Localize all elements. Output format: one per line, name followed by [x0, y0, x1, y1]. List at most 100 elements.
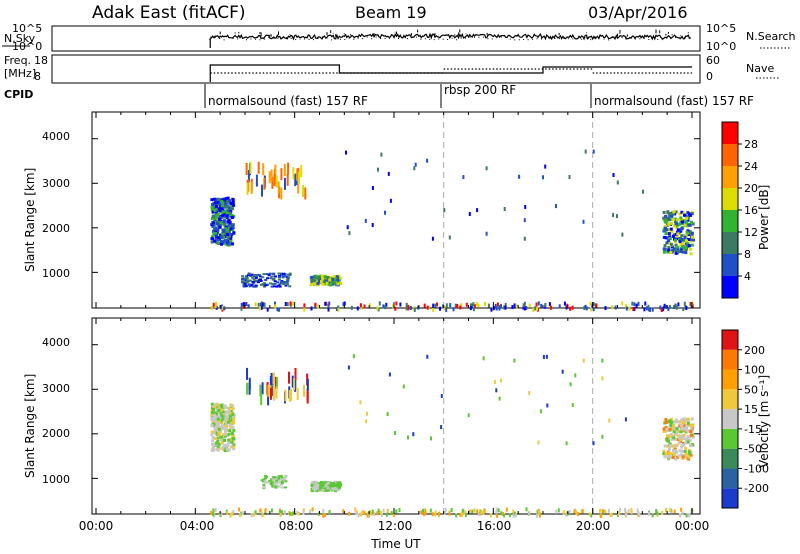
- velocity-echo-cell: [675, 431, 679, 435]
- velocity-echo-streak: [303, 384, 305, 397]
- power-echo-ground: [469, 306, 472, 311]
- power-echo-cell: [476, 208, 479, 213]
- velocity-echo-cell: [666, 434, 669, 438]
- velocity-echo-ground: [483, 509, 486, 514]
- power-echo-cell: [217, 236, 221, 240]
- power-echo-cell: [231, 224, 235, 228]
- power-echo-cell: [271, 278, 275, 281]
- velocity-echo-cell: [277, 485, 281, 488]
- velocity-echo-cell: [332, 482, 336, 485]
- power-echo-ground: [683, 301, 686, 306]
- power-echo-ground: [513, 303, 516, 308]
- power-echo-streak: [294, 174, 297, 187]
- power-echo-cell: [253, 274, 257, 276]
- velocity-echo-streak: [296, 388, 299, 401]
- power-echo-ground: [359, 303, 362, 308]
- velocity-echo-cell: [226, 428, 230, 432]
- power-echo-cell: [214, 226, 218, 230]
- power-echo-cell: [672, 247, 676, 251]
- power-echo-cell: [328, 278, 332, 282]
- power-echo-cell: [219, 210, 223, 214]
- power-echo-cell: [666, 250, 670, 254]
- power-echo-streak: [298, 172, 300, 184]
- velocity-echo-cell: [412, 432, 415, 437]
- power-ytick-1000: 1000: [42, 267, 70, 280]
- power-echo-ground: [434, 303, 437, 308]
- velocity-echo-ground: [324, 513, 326, 517]
- power-echo-cell: [288, 285, 292, 288]
- power-echo-cell: [663, 244, 667, 248]
- velocity-echo-ground: [473, 508, 476, 513]
- velocity-echo-cell: [675, 427, 679, 431]
- power-echo-streak: [296, 168, 299, 181]
- power-echo-cell: [271, 283, 275, 285]
- power-echo-cell: [222, 228, 226, 232]
- velocity-echo-ground: [637, 511, 640, 516]
- velocity-echo-ground: [679, 513, 682, 518]
- velocity-echo-ground: [212, 508, 215, 513]
- power-echo-cell: [214, 238, 218, 242]
- velocity-echo-cell: [684, 446, 688, 450]
- velocity-echo-cell: [211, 442, 214, 446]
- velocity-echo-ground: [392, 512, 395, 517]
- power-echo-cell: [335, 275, 339, 279]
- power-echo-cell: [679, 227, 683, 231]
- velocity-echo-cell: [230, 432, 234, 436]
- power-echo-ground: [263, 302, 266, 307]
- velocity-echo-cell: [365, 419, 368, 424]
- power-echo-ground: [472, 302, 475, 307]
- power-echo-cell: [230, 204, 234, 208]
- velocity-echo-cell: [338, 482, 342, 486]
- velocity-echo-ground: [292, 511, 295, 516]
- power-echo-cell: [280, 272, 283, 275]
- velocity-echo-ground: [420, 510, 423, 515]
- power-echo-cell: [285, 279, 289, 282]
- velocity-echo-cell: [232, 415, 236, 419]
- velocity-echo-cell: [322, 481, 326, 485]
- power-echo-ground: [628, 306, 631, 311]
- velocity-echo-cell: [232, 421, 236, 425]
- power-echo-cell: [213, 217, 217, 221]
- power-colorbar-tick-label: 8: [744, 248, 751, 261]
- power-echo-ground: [303, 307, 306, 312]
- velocity-echo-ground: [354, 507, 357, 512]
- velocity-echo-cell: [673, 437, 677, 441]
- velocity-echo-ground: [259, 508, 262, 513]
- velocity-echo-cell: [690, 417, 694, 421]
- power-echo-cell: [282, 283, 286, 285]
- power-echo-streak: [273, 174, 276, 187]
- power-echo-ground: [614, 305, 617, 310]
- velocity-echo-ground: [496, 513, 499, 518]
- power-panel: 4000 3000 2000 1000 Slant Range [km] 282…: [23, 111, 771, 312]
- power-echo-cell: [264, 284, 268, 287]
- power-echo-ground: [260, 305, 263, 310]
- velocity-echo-cell: [271, 478, 275, 481]
- velocity-echo-cell: [273, 476, 277, 479]
- power-echo-cell: [216, 241, 220, 245]
- power-echo-cell: [228, 230, 231, 234]
- velocity-echo-cell: [213, 424, 217, 428]
- power-echo-ground: [384, 305, 387, 310]
- velocity-echo-cell: [687, 455, 691, 459]
- power-echo-cell: [285, 282, 289, 285]
- power-echo-ground: [245, 301, 248, 306]
- velocity-echo-ground: [298, 511, 300, 516]
- velocity-echo-ground: [607, 508, 610, 513]
- velocity-echo-cell: [677, 454, 681, 458]
- power-echo-ground: [303, 303, 306, 308]
- velocity-echo-streak: [290, 389, 292, 401]
- power-echo-cell: [327, 282, 331, 286]
- velocity-echo-cell: [279, 474, 283, 477]
- power-echo-cell: [280, 273, 283, 276]
- power-echo-ground: [317, 304, 320, 309]
- velocity-echo-cell: [222, 432, 226, 436]
- power-echo-cell: [218, 238, 222, 242]
- power-echo-cell: [503, 207, 506, 211]
- power-echo-cell: [213, 201, 217, 205]
- power-echo-cell: [384, 210, 386, 215]
- power-echo-cell: [665, 241, 669, 245]
- velocity-echo-cell: [608, 418, 611, 423]
- power-echo-cell: [244, 285, 248, 288]
- velocity-echo-cell: [222, 404, 226, 408]
